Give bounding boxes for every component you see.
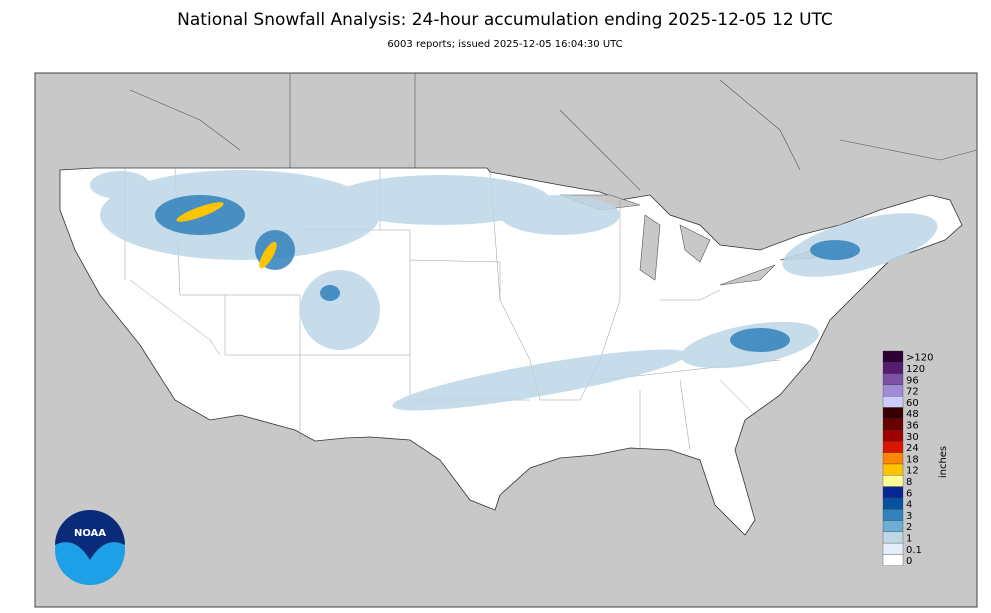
legend-swatch xyxy=(882,542,904,555)
legend-label: 12 xyxy=(906,466,919,477)
legend-label: >120 xyxy=(906,353,933,364)
legend-swatch xyxy=(882,520,904,532)
canada-borders xyxy=(129,73,978,191)
legend-label: 6 xyxy=(906,488,912,499)
legend-label: 0.1 xyxy=(906,545,922,556)
legend-label: 24 xyxy=(906,443,919,454)
snowfall-peak xyxy=(176,202,277,269)
logo-top xyxy=(55,510,125,560)
legend-swatch xyxy=(882,554,904,566)
legend-title: inches xyxy=(938,446,949,478)
legend-swatch xyxy=(882,475,904,487)
legend-label: 3 xyxy=(906,511,912,522)
legend-swatch xyxy=(882,463,904,476)
logo-text: NOAA xyxy=(74,528,106,539)
legend-label: 18 xyxy=(906,454,919,465)
legend-label: 30 xyxy=(906,432,919,443)
legend-label: 8 xyxy=(906,477,912,488)
legend-swatch xyxy=(882,429,904,442)
legend-swatch xyxy=(882,350,904,363)
legend-label: 0 xyxy=(906,556,912,567)
legend-label: 2 xyxy=(906,522,912,533)
legend-swatch xyxy=(882,384,904,397)
legend-label: 60 xyxy=(906,398,919,409)
subtitle: 6003 reports; issued 2025-12-05 16:04:30… xyxy=(387,39,622,50)
noaa-logo: NOAA xyxy=(55,510,125,585)
legend-swatch xyxy=(882,486,904,499)
legend-label: 96 xyxy=(906,375,919,386)
legend-swatch xyxy=(882,497,904,510)
legend-swatch xyxy=(882,452,904,465)
legend-swatch xyxy=(882,441,904,453)
legend-swatch xyxy=(882,509,904,521)
legend-label: 120 xyxy=(906,364,925,375)
legend-swatch xyxy=(882,418,904,431)
legend-swatch xyxy=(882,362,904,374)
legend-label: 72 xyxy=(906,387,919,398)
legend-label: 36 xyxy=(906,420,919,431)
legend-swatch xyxy=(882,373,904,386)
legend-swatch xyxy=(882,396,904,408)
legend-label: 48 xyxy=(906,409,919,420)
legend-swatch xyxy=(882,531,904,544)
legend-swatch xyxy=(882,407,904,419)
legend-label: 4 xyxy=(906,500,912,511)
title: National Snowfall Analysis: 24-hour accu… xyxy=(177,10,833,30)
legend-label: 1 xyxy=(906,533,912,544)
